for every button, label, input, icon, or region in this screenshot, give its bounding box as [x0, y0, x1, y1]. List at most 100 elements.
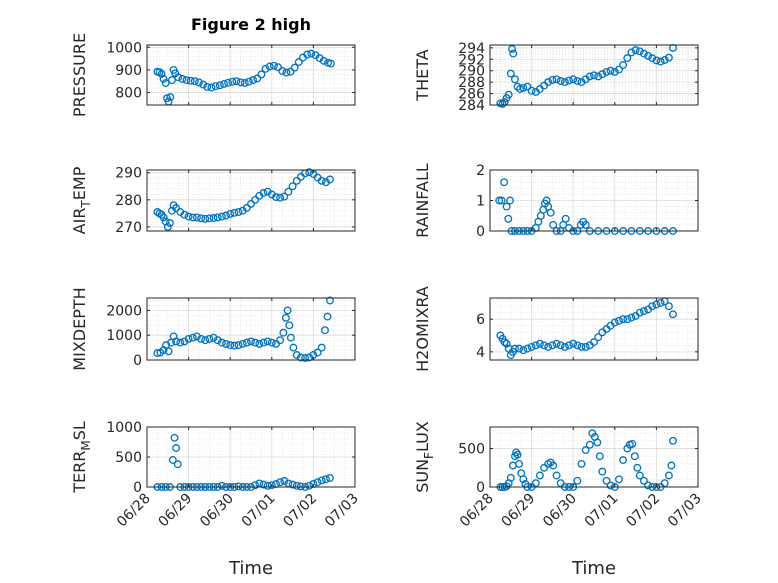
y-tick-label: 500: [458, 442, 485, 458]
data-point: [286, 67, 295, 76]
data-point: [317, 176, 326, 185]
x-tick-label: 06/29: [499, 491, 539, 531]
y-tick-label: 2: [476, 163, 485, 179]
y-tick-label: 0: [476, 224, 485, 240]
y-tick-label: 286: [458, 87, 485, 103]
data-point: [648, 302, 657, 311]
data-point: [627, 48, 636, 57]
data-point: [161, 79, 170, 87]
data-point: [157, 70, 166, 78]
data-point: [515, 344, 524, 353]
axes-box: [146, 297, 356, 361]
data-point: [326, 59, 335, 68]
data-point: [172, 204, 181, 212]
data-point: [164, 347, 173, 356]
data-point: [500, 338, 509, 347]
data-point: [211, 82, 220, 91]
data-point: [280, 477, 289, 485]
data-point: [217, 212, 226, 221]
data-point: [247, 199, 255, 208]
data-point: [506, 196, 514, 205]
data-point: [294, 58, 303, 66]
data-point: [585, 440, 594, 449]
data-point: [197, 214, 206, 223]
data-point: [656, 298, 665, 307]
data-point: [623, 315, 632, 324]
data-point: [531, 341, 540, 350]
data-point: [326, 296, 334, 305]
data-point: [502, 339, 511, 348]
x-tick-label: 07/02: [280, 491, 320, 531]
y-tick-label: 292: [458, 52, 485, 68]
y-axis-label: TERRMSL: [70, 421, 93, 494]
data-point: [290, 63, 299, 72]
data-point: [535, 339, 544, 348]
x-axis-label-left: Time: [228, 558, 273, 579]
data-point: [602, 476, 611, 485]
data-point: [664, 53, 673, 62]
data-point: [519, 475, 528, 484]
data-point: [569, 75, 578, 84]
y-tick-label: 1000: [106, 328, 142, 344]
data-point: [577, 459, 586, 468]
y-axis-label: AIRTEMP: [70, 166, 93, 234]
data-point: [552, 471, 561, 480]
data-point: [623, 54, 632, 63]
data-point: [155, 68, 164, 77]
data-point: [168, 456, 177, 464]
data-point: [230, 341, 239, 350]
y-tick-label: 1: [476, 194, 485, 210]
data-point: [292, 351, 301, 359]
x-tick-label: 06/28: [457, 491, 497, 531]
y-axis-label: H2OMIXRA: [413, 286, 432, 372]
data-point: [170, 433, 179, 442]
data-point: [313, 478, 322, 487]
data-point: [305, 481, 314, 490]
data-point: [172, 337, 181, 346]
data-point: [217, 481, 226, 490]
data-point: [303, 50, 312, 59]
y-axis-label: THETA: [413, 49, 432, 101]
axes-box: [489, 297, 699, 361]
data-point: [573, 77, 582, 85]
data-point: [548, 75, 557, 84]
data-point: [278, 67, 287, 75]
data-point: [573, 476, 582, 485]
y-tick-label: 900: [115, 63, 142, 79]
data-point: [546, 208, 555, 217]
data-point: [577, 342, 586, 351]
data-point: [209, 214, 218, 222]
y-tick-label: 4: [476, 345, 485, 361]
data-point: [667, 461, 676, 470]
data-point: [249, 76, 258, 85]
data-point: [630, 452, 639, 461]
data-point: [201, 214, 210, 223]
data-point: [282, 68, 291, 77]
data-point: [506, 69, 515, 78]
data-point: [184, 334, 193, 343]
data-point: [276, 336, 285, 345]
data-point: [257, 70, 266, 79]
data-point: [504, 90, 513, 99]
data-point: [166, 93, 175, 102]
data-point: [660, 55, 669, 64]
data-point: [552, 75, 561, 84]
data-point: [242, 338, 251, 347]
data-point: [628, 439, 637, 448]
data-point: [288, 480, 297, 489]
data-point: [159, 75, 168, 83]
y-tick-label: 500: [115, 450, 142, 466]
data-point: [615, 316, 623, 325]
data-point: [509, 49, 518, 58]
data-point: [556, 77, 565, 85]
data-point: [595, 452, 604, 461]
data-point: [269, 61, 278, 70]
subplot-1: 800 900 1000 PRESSURE: [70, 33, 356, 117]
y-tick-label: 290: [458, 64, 485, 80]
y-tick-label: 270: [115, 220, 142, 236]
data-point: [207, 83, 216, 92]
data-point: [165, 218, 174, 227]
y-tick-label: 1000: [106, 40, 142, 56]
data-point: [253, 74, 262, 83]
